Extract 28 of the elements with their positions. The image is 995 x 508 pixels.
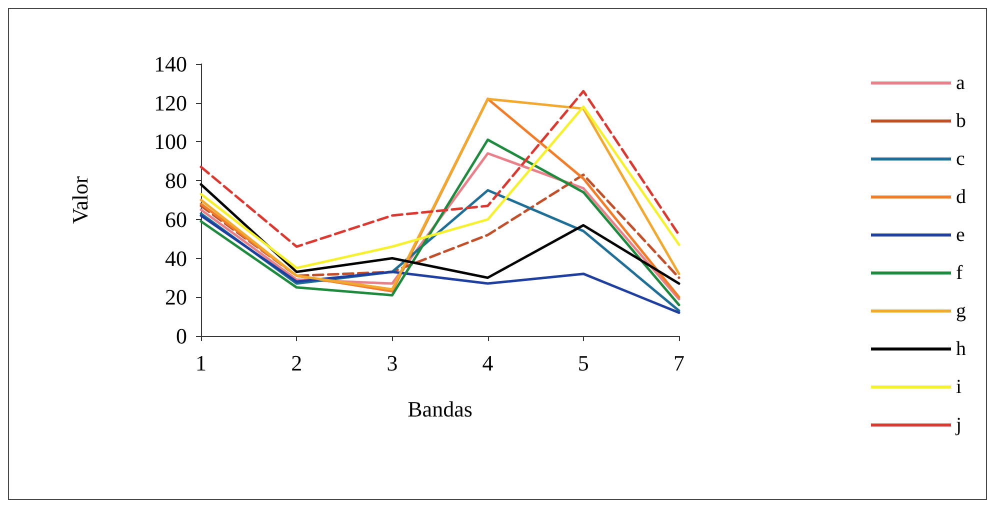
x-tick-label: 5 [578, 350, 589, 376]
x-tick-label: 7 [674, 350, 684, 376]
y-tick-label: 100 [154, 129, 187, 154]
x-tick-label: 1 [196, 350, 206, 376]
y-tick-label: 40 [165, 246, 187, 271]
legend-label: d [956, 186, 966, 208]
x-axis-title: Bandas [408, 396, 472, 422]
y-tick-label: 80 [165, 168, 187, 194]
legend-label: i [956, 376, 962, 398]
x-tick-label: 4 [482, 350, 494, 376]
legend-label: c [956, 148, 965, 170]
legend-label: a [956, 72, 965, 94]
y-tick-label: 0 [176, 324, 187, 348]
legend-label: h [956, 338, 966, 360]
legend-label: j [955, 414, 962, 436]
y-tick-label: 60 [165, 206, 187, 232]
legend-label: e [956, 224, 965, 246]
line-series [200, 214, 680, 314]
legend-label: b [956, 110, 966, 132]
legend-label: f [956, 262, 963, 284]
y-tick-label: 120 [154, 90, 187, 116]
y-axis-title: Valor [68, 176, 92, 224]
legend-label: g [956, 300, 966, 322]
x-tick-label: 2 [291, 350, 302, 376]
line-series [200, 90, 680, 248]
y-tick-label: 140 [154, 52, 187, 76]
x-tick-label: 3 [386, 350, 398, 376]
y-tick-label: 20 [165, 284, 187, 310]
